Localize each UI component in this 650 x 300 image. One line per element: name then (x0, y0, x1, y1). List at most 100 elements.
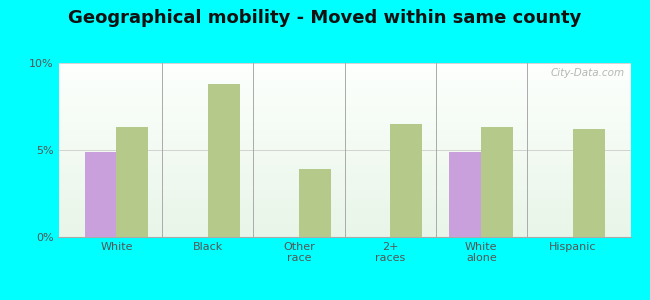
Bar (58, 225, 630, 226)
Bar (58, 193, 630, 194)
Bar (58, 162, 630, 163)
Bar (58, 82, 630, 83)
Bar (58, 86, 630, 87)
Bar (58, 92, 630, 93)
Bar (449, 152, 482, 237)
Bar (58, 231, 630, 232)
Bar (58, 223, 630, 224)
Bar (58, 125, 630, 126)
Bar (58, 146, 630, 147)
Bar (58, 112, 630, 113)
Bar (58, 167, 630, 168)
Bar (58, 226, 630, 227)
Bar (58, 175, 630, 176)
Bar (58, 182, 630, 183)
Bar (58, 158, 630, 159)
Bar (58, 165, 630, 166)
Bar (58, 72, 630, 73)
Bar (58, 159, 630, 160)
Bar (58, 110, 630, 111)
Bar (58, 67, 630, 68)
Bar (58, 217, 630, 218)
Bar (58, 96, 630, 97)
Bar (58, 76, 630, 77)
Bar (58, 192, 630, 193)
Bar (58, 157, 630, 158)
Bar (58, 102, 630, 103)
Bar (58, 126, 630, 127)
Bar (58, 180, 630, 181)
Bar (58, 133, 630, 134)
Bar (58, 200, 630, 201)
Bar (58, 196, 630, 197)
Bar (58, 169, 630, 170)
Bar (58, 213, 630, 214)
Bar (58, 222, 630, 223)
Bar (58, 173, 630, 174)
Bar (116, 128, 148, 237)
Bar (58, 219, 630, 220)
Bar (58, 142, 630, 143)
Bar (58, 230, 630, 231)
Bar (58, 232, 630, 233)
Bar (58, 206, 630, 207)
Bar (58, 137, 630, 138)
Bar (58, 160, 630, 161)
Bar (58, 108, 630, 109)
Bar (58, 109, 630, 110)
Bar (58, 65, 630, 66)
Bar (58, 71, 630, 72)
Bar (58, 83, 630, 84)
Bar (58, 235, 630, 236)
Bar (58, 152, 630, 153)
Bar (58, 143, 630, 144)
Bar (58, 211, 630, 212)
Bar (58, 228, 630, 229)
Bar (58, 122, 630, 123)
Bar (58, 130, 630, 131)
Bar (58, 221, 630, 222)
Bar (58, 93, 630, 94)
Bar (58, 101, 630, 102)
Bar (58, 216, 630, 217)
Bar (58, 140, 630, 141)
Bar (58, 75, 630, 76)
Bar (58, 129, 630, 130)
Bar (58, 64, 630, 65)
Bar (58, 153, 630, 154)
Bar (58, 79, 630, 80)
Bar (58, 134, 630, 135)
Bar (58, 161, 630, 162)
Bar (58, 113, 630, 114)
Bar (58, 97, 630, 98)
Bar (58, 201, 630, 202)
Bar (58, 81, 630, 82)
Bar (58, 229, 630, 230)
Bar (58, 69, 630, 70)
Bar (58, 94, 630, 95)
Bar (58, 155, 630, 156)
Bar (58, 233, 630, 234)
Bar (58, 145, 630, 146)
Bar (58, 135, 630, 136)
Bar (58, 116, 630, 117)
Bar (58, 141, 630, 142)
Bar (58, 68, 630, 69)
Bar (58, 117, 630, 118)
Bar (58, 205, 630, 206)
Bar (58, 181, 630, 182)
Bar (58, 186, 630, 187)
Bar (58, 151, 630, 152)
Bar (58, 184, 630, 185)
Bar (58, 220, 630, 221)
Bar (58, 124, 630, 125)
Bar (573, 129, 604, 237)
Bar (58, 234, 630, 235)
Bar (58, 224, 630, 225)
Bar (58, 84, 630, 85)
Bar (58, 210, 630, 211)
Bar (58, 87, 630, 88)
Bar (58, 176, 630, 177)
Bar (58, 99, 630, 100)
Bar (58, 115, 630, 116)
